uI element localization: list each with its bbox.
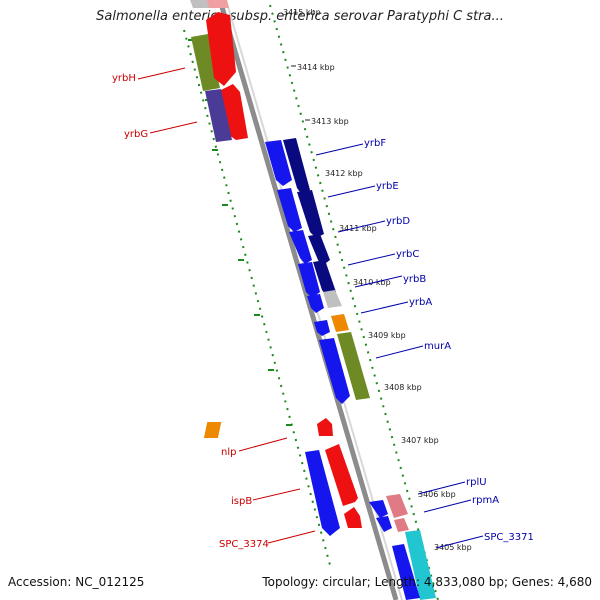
yrbG-gene [205, 89, 232, 142]
small-red-gene [317, 418, 333, 436]
tick-label: 3414 kbp [297, 63, 335, 72]
ispB-blue-gene [305, 450, 340, 536]
yrbB-gene [307, 294, 324, 313]
spc3371-gene [405, 530, 436, 600]
accession-text: Accession: NC_012125 [8, 575, 145, 589]
yrbD-gene [289, 230, 312, 264]
rplU-gene [386, 494, 408, 518]
spc3374-gene [344, 507, 362, 528]
tick-label: 3413 kbp [311, 117, 349, 126]
map-title: Salmonella enterica subsp. enterica sero… [96, 9, 504, 24]
tick-label: 3412 kbp [325, 169, 363, 178]
tick-label: 3409 kbp [368, 331, 406, 340]
gene-label-rplU: rplU [466, 477, 487, 488]
right-gene-labels: yrbF yrbE yrbD yrbC yrbB yrbA murA rplU … [315, 138, 534, 549]
features-reverse-strand [190, 0, 362, 536]
ispB-red-gene [325, 444, 358, 506]
gene-label-spc3374: SPC_3374 [219, 539, 269, 550]
nlp-gene [203, 422, 222, 438]
tick-label: 3408 kbp [384, 383, 422, 392]
tick-label: 3410 kbp [353, 278, 391, 287]
gene-label-rpmA: rpmA [472, 495, 499, 506]
left-gene-labels: yrbH yrbG nlp ispB SPC_3374 [112, 67, 316, 550]
gene-label-murA: murA [424, 341, 451, 352]
tick-label: 3415 kbp [283, 8, 321, 17]
gene-label-nlp: nlp [221, 447, 236, 458]
gene-label-yrbH: yrbH [112, 73, 136, 84]
rpmA-gene [369, 500, 388, 518]
tick-label: 3407 kbp [401, 436, 439, 445]
gene-label-spc3371: SPC_3371 [484, 532, 534, 543]
scale-ticks: 3414 kbp 3413 kbp 3412 kbp 3411 kbp 3410… [283, 8, 472, 552]
tick-label: 3411 kbp [339, 224, 377, 233]
features-forward-strand [265, 138, 436, 600]
yrbF-gene [265, 140, 292, 186]
yrbE-gene [277, 188, 302, 232]
gene-label-yrbF: yrbF [364, 138, 386, 149]
gene-label-yrbD: yrbD [386, 216, 410, 227]
backbone-line [217, 0, 399, 600]
yrbC-gene [298, 262, 320, 298]
gene-label-yrbE: yrbE [376, 181, 399, 192]
yrbH-gene [191, 34, 220, 91]
tick-label: 3405 kbp [434, 543, 472, 552]
yrbA-gene [331, 314, 349, 332]
gene-label-ispB: ispB [231, 496, 252, 507]
topology-summary: Topology: circular; Length: 4,833,080 bp… [262, 575, 592, 589]
gene-label-yrbA: yrbA [409, 297, 432, 308]
gene-label-yrbB: yrbB [403, 274, 426, 285]
murA-gene [337, 332, 370, 400]
gene-label-yrbC: yrbC [396, 249, 419, 260]
red-gene-a [206, 12, 236, 86]
gene-label-yrbG: yrbG [124, 129, 148, 140]
tick-label: 3406 kbp [418, 490, 456, 499]
